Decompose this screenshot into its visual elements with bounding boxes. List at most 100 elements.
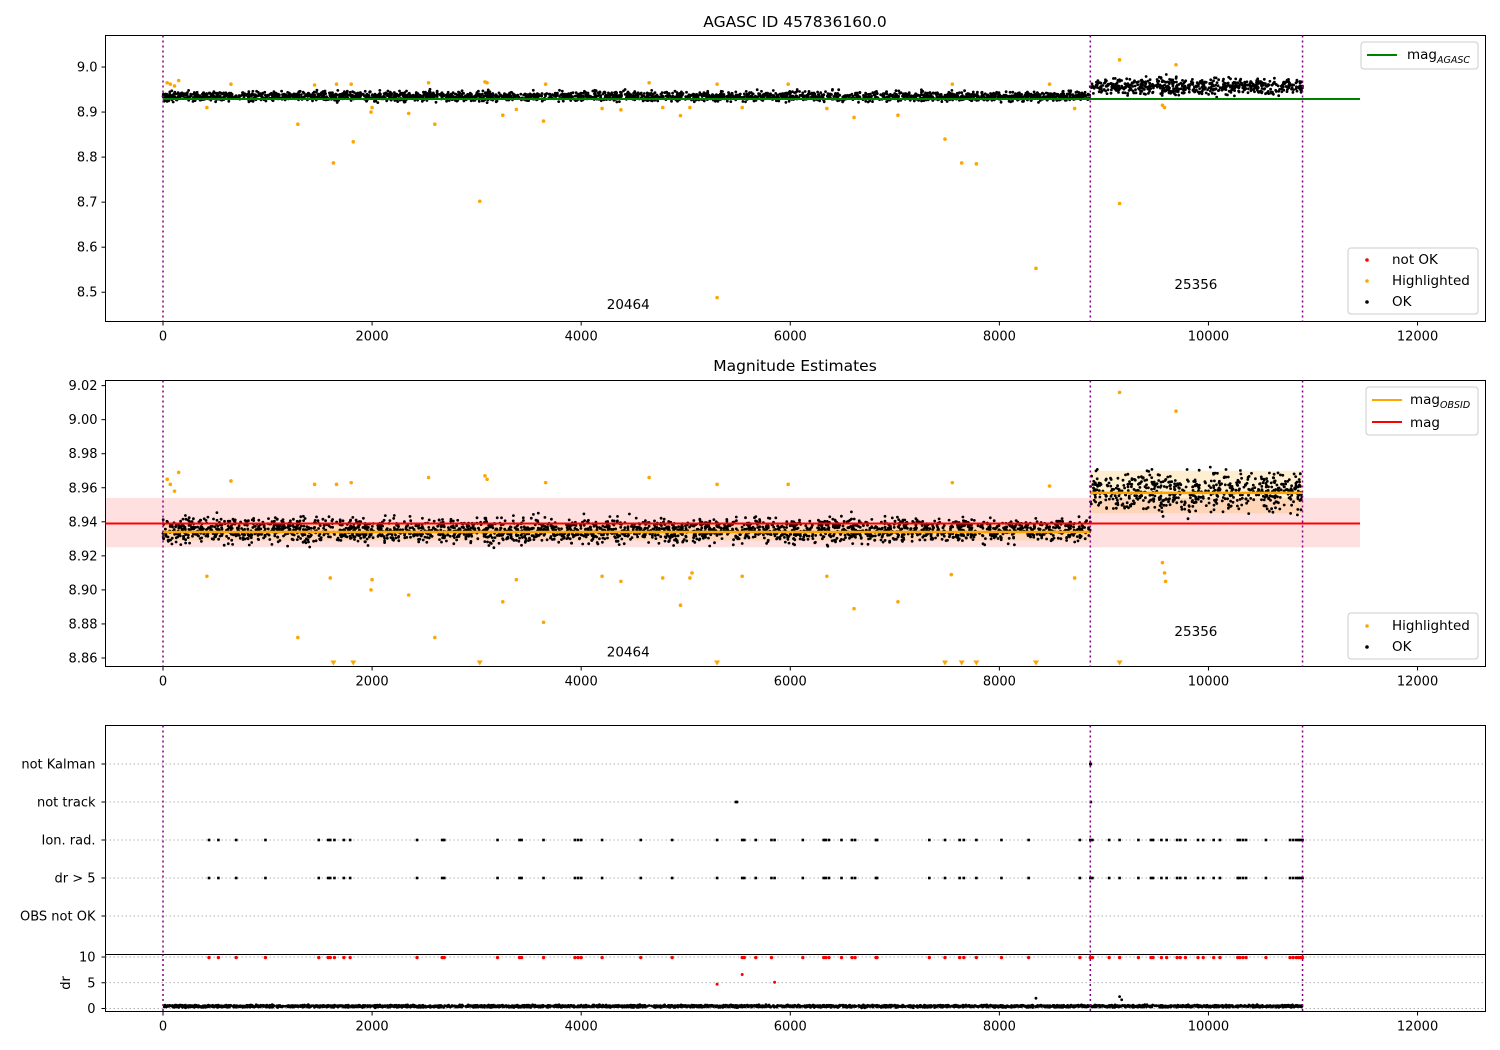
ok-point: [222, 543, 226, 547]
highlighted-point: [433, 122, 437, 127]
ok-point: [622, 89, 625, 93]
ok-point: [494, 100, 498, 104]
ok-point: [666, 95, 670, 99]
ok-point: [982, 95, 986, 98]
ok-point: [365, 537, 369, 541]
ok-point: [946, 94, 950, 98]
ok-point: [721, 90, 724, 93]
ok-point: [466, 95, 470, 99]
ok-point: [347, 93, 350, 97]
ok-point: [1073, 540, 1077, 544]
ok-point: [187, 95, 191, 99]
ok-point: [397, 94, 401, 98]
ok-point: [702, 92, 706, 95]
ok-point: [1036, 537, 1040, 541]
ok-point: [1214, 87, 1218, 91]
ok-point: [706, 95, 710, 99]
ok-point: [480, 99, 484, 103]
ok-point: [1123, 91, 1127, 95]
ok-point: [1254, 83, 1258, 87]
ok-point: [1262, 77, 1266, 81]
ok-point: [999, 100, 1003, 104]
ok-point: [1231, 88, 1235, 91]
ok-point: [523, 527, 526, 531]
ok-point: [855, 93, 859, 96]
ok-point: [875, 525, 879, 529]
y-tick-label: 8.8: [77, 151, 98, 166]
ok-point: [1224, 82, 1228, 85]
ok-point: [1058, 94, 1062, 98]
ok-point: [536, 511, 540, 515]
ok-point: [1175, 80, 1178, 84]
ok-point: [345, 95, 349, 99]
ok-point: [672, 544, 675, 547]
ok-point: [455, 538, 458, 542]
ok-point: [766, 94, 770, 98]
ok-point: [710, 94, 714, 98]
ok-point: [1251, 82, 1255, 86]
ok-point: [776, 95, 780, 98]
ok-point: [1187, 90, 1191, 94]
ok-point: [798, 537, 802, 541]
ok-point: [1249, 81, 1252, 85]
ok-point: [1120, 86, 1124, 90]
ok-point: [912, 99, 916, 103]
ok-point: [501, 538, 505, 542]
ok-point: [325, 95, 328, 99]
highlighted-point: [852, 115, 856, 120]
ok-point: [837, 88, 841, 92]
ok-point: [1080, 524, 1084, 527]
obsid-label: 25356: [1174, 277, 1217, 293]
ok-point: [922, 527, 926, 531]
ok-point: [1169, 89, 1173, 93]
ok-point: [570, 541, 573, 545]
ok-point: [1161, 91, 1164, 95]
ok-point: [531, 88, 535, 92]
ok-point: [297, 90, 301, 94]
ok-point: [842, 520, 846, 523]
ok-point: [601, 524, 605, 528]
ok-point: [1163, 83, 1166, 87]
ok-point: [1287, 86, 1291, 90]
ok-point: [539, 94, 542, 97]
ok-point: [519, 526, 523, 529]
ok-point: [1099, 87, 1102, 91]
ok-point: [1250, 88, 1253, 91]
highlighted-point: [426, 80, 431, 85]
ok-point: [422, 90, 425, 94]
highlighted-point: [485, 80, 489, 85]
ok-point: [730, 91, 734, 95]
ok-point: [1144, 75, 1148, 78]
ok-point: [897, 518, 901, 521]
ok-point: [487, 544, 491, 547]
ok-point: [386, 89, 390, 93]
ok-point: [487, 524, 491, 527]
ok-point: [593, 88, 597, 92]
ok-point: [560, 89, 564, 93]
ok-point: [763, 536, 766, 540]
ok-point: [1158, 83, 1162, 87]
ok-point: [1216, 84, 1220, 88]
ok-point: [230, 538, 234, 542]
ok-point: [798, 94, 802, 97]
ok-point: [485, 95, 489, 98]
ok-point: [1103, 81, 1106, 85]
ok-point: [692, 519, 696, 522]
ok-point: [1260, 87, 1264, 90]
ok-point: [766, 526, 770, 530]
ok-point: [1162, 86, 1166, 90]
ok-point: [630, 536, 634, 539]
ok-point: [1177, 88, 1181, 91]
ok-point: [948, 535, 951, 539]
highlighted-point: [959, 161, 964, 165]
ok-point: [200, 540, 203, 543]
ok-point: [1148, 89, 1151, 93]
ok-point: [1112, 77, 1115, 80]
ok-point: [1267, 83, 1271, 87]
ok-point: [215, 511, 219, 514]
ok-point: [540, 92, 544, 95]
ok-point: [1151, 90, 1155, 94]
ok-point: [598, 90, 602, 94]
ok-point: [741, 100, 745, 103]
ok-point: [1287, 80, 1291, 83]
